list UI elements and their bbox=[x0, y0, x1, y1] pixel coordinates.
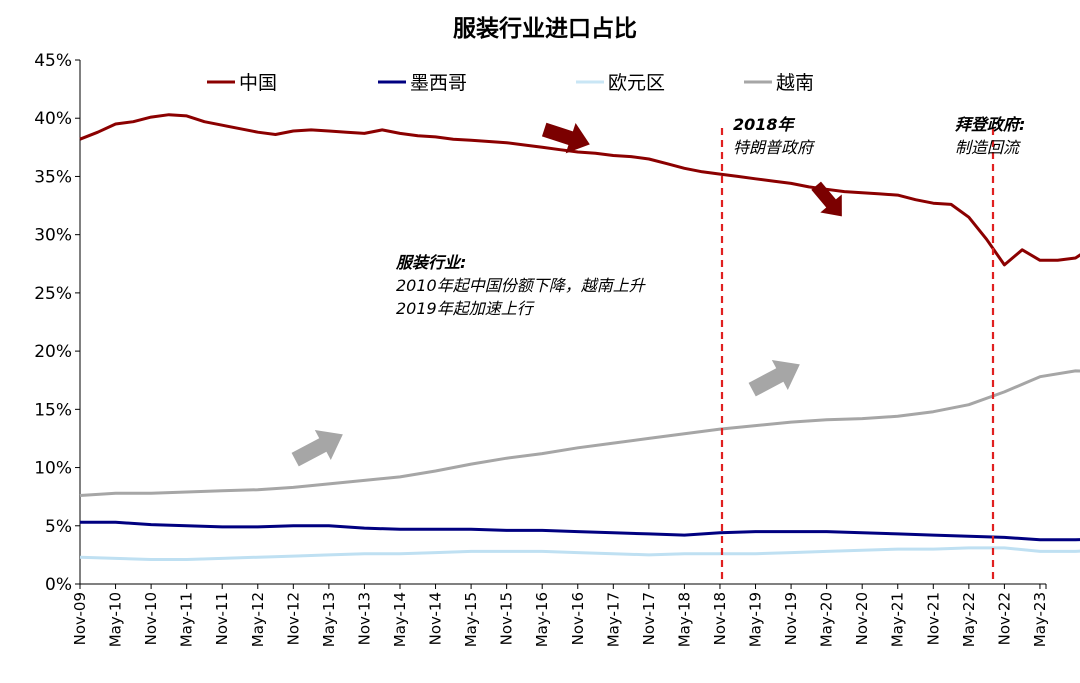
event-lines bbox=[720, 128, 995, 584]
x-tick-label: Nov-10 bbox=[142, 592, 160, 645]
x-tick-label: Nov-09 bbox=[71, 592, 89, 645]
x-tick-label: May-22 bbox=[960, 592, 978, 647]
y-tick-label: 30% bbox=[34, 226, 72, 246]
chart-title: 服装行业进口占比 bbox=[453, 15, 637, 42]
series-layer bbox=[79, 113, 1080, 561]
y-tick-label: 40% bbox=[34, 109, 72, 129]
annotation-line: 特朗普政府 bbox=[733, 138, 816, 157]
annotations: 服装行业: 2010年起中国份额下降，越南上升 2019年起加速上行 2018年特朗普… bbox=[395, 115, 1025, 318]
y-tick-label: 20% bbox=[34, 342, 72, 362]
y-tick-label: 15% bbox=[34, 400, 72, 420]
x-tick-label: May-12 bbox=[249, 592, 267, 647]
y-tick-label: 35% bbox=[34, 167, 72, 187]
legend-label: 墨西哥 bbox=[410, 72, 467, 94]
x-tick-label: May-21 bbox=[889, 592, 907, 647]
annotation-line: 拜登政府: bbox=[955, 115, 1025, 134]
china-down-arrow-1 bbox=[541, 122, 590, 154]
trend-arrows bbox=[291, 122, 842, 467]
x-tick-label: May-14 bbox=[391, 592, 409, 647]
x-tick-label: Nov-12 bbox=[284, 592, 302, 645]
series-line-0 bbox=[79, 113, 1080, 267]
china-down-arrow-2 bbox=[811, 181, 842, 217]
x-tick-label: May-18 bbox=[675, 592, 693, 647]
legend-label: 欧元区 bbox=[608, 72, 665, 94]
legend-label: 越南 bbox=[776, 72, 814, 94]
x-tick-label: May-17 bbox=[604, 592, 622, 647]
y-tick-label: 5% bbox=[45, 517, 72, 537]
series-line-2 bbox=[79, 546, 1080, 561]
x-tick-label: Nov-21 bbox=[924, 592, 942, 645]
vietnam-up-arrow-1 bbox=[291, 429, 343, 467]
x-tick-label: Nov-22 bbox=[995, 592, 1013, 645]
x-tick-label: Nov-15 bbox=[498, 592, 516, 645]
legend-label: 中国 bbox=[239, 72, 277, 94]
x-tick-label: Nov-19 bbox=[782, 592, 800, 645]
y-tick-label: 0% bbox=[45, 575, 72, 595]
x-tick-label: May-15 bbox=[462, 592, 480, 647]
axes: 0% 5% 10% 15% 20% 25% 30% 35% 40% 45% Nov-09 May-10… bbox=[34, 51, 1049, 647]
x-tick-label: Nov-16 bbox=[569, 592, 587, 645]
y-tick-label: 45% bbox=[34, 51, 72, 71]
annotation-line: 服装行业: bbox=[395, 253, 466, 272]
x-tick-label: May-13 bbox=[320, 592, 338, 647]
x-tick-label: May-19 bbox=[747, 592, 765, 647]
x-tick-label: May-20 bbox=[818, 592, 836, 647]
x-tick-label: May-11 bbox=[178, 592, 196, 647]
annotation-line: 2018年 bbox=[733, 115, 796, 134]
vietnam-up-arrow-2 bbox=[748, 359, 800, 397]
y-tick-label: 10% bbox=[34, 459, 72, 479]
y-tick-label: 25% bbox=[34, 284, 72, 304]
legend: 中国 墨西哥 欧元区 越南 bbox=[207, 72, 814, 94]
x-tick-label: Nov-18 bbox=[711, 592, 729, 645]
series-line-3 bbox=[79, 369, 1080, 497]
x-tick-label: May-16 bbox=[533, 592, 551, 647]
x-tick-label: Nov-11 bbox=[213, 592, 231, 645]
x-tick-label: Nov-17 bbox=[640, 592, 658, 645]
x-tick-label: Nov-14 bbox=[427, 592, 445, 645]
x-tick-label: Nov-20 bbox=[853, 592, 871, 645]
annotation-line: 2019年起加速上行 bbox=[396, 299, 535, 318]
annotation-line: 制造回流 bbox=[955, 138, 1021, 157]
x-tick-label: May-23 bbox=[1031, 592, 1049, 647]
x-tick-label: May-10 bbox=[107, 592, 125, 647]
annotation-line: 2010年起中国份额下降，越南上升 bbox=[396, 276, 646, 295]
x-tick-label: Nov-13 bbox=[355, 592, 373, 645]
series-line-1 bbox=[80, 520, 1080, 542]
